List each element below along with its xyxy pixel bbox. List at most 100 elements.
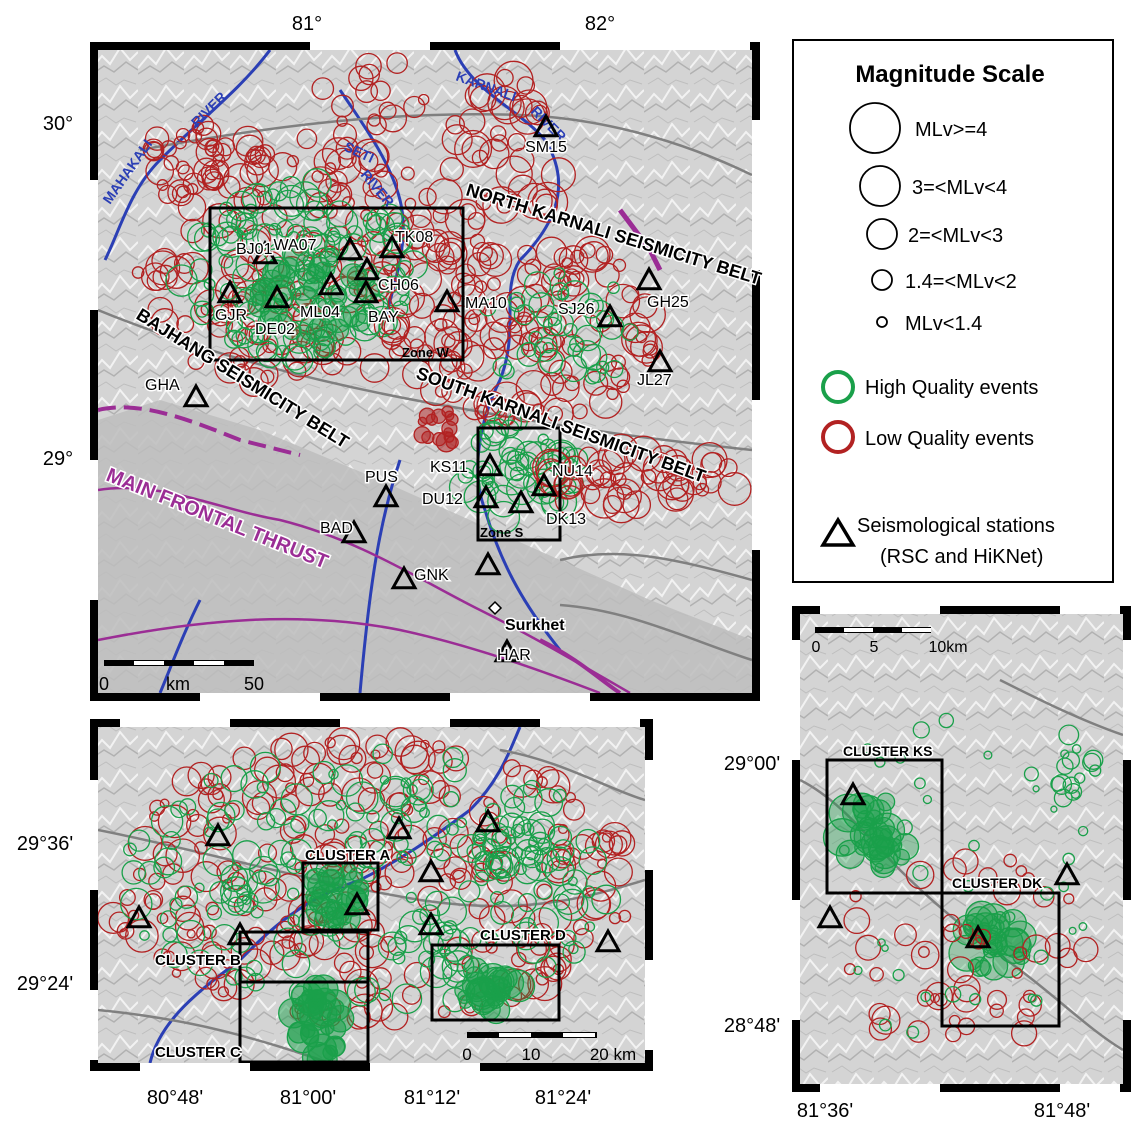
event-circle <box>1071 744 1082 754</box>
event-circle <box>573 235 611 273</box>
station-icon <box>317 270 345 296</box>
event-circle <box>298 314 326 342</box>
event-circle <box>231 331 247 347</box>
station-label: SJ26 <box>558 301 595 318</box>
event-circle <box>205 901 220 916</box>
event-circle <box>620 323 639 341</box>
event-circle <box>273 189 305 221</box>
event-circle <box>843 963 856 976</box>
event-circle <box>408 292 435 319</box>
event-circle <box>186 949 214 977</box>
event-circle <box>442 758 467 783</box>
event-circle <box>535 236 568 269</box>
event-circle <box>419 955 453 989</box>
event-circle <box>176 185 190 199</box>
event-circle <box>580 484 601 505</box>
station-icon <box>226 920 254 946</box>
event-circle <box>511 89 548 125</box>
event-circle <box>206 977 220 991</box>
event-circle <box>351 138 389 176</box>
event-circle <box>427 748 453 774</box>
event-circle <box>458 926 482 950</box>
event-circle <box>399 229 431 261</box>
event-circle <box>233 363 251 381</box>
event-circle <box>640 469 657 485</box>
event-circle <box>273 927 303 957</box>
event-circle <box>424 318 461 355</box>
event-circle <box>1050 805 1058 813</box>
event-circle <box>246 959 263 977</box>
event-circle <box>370 80 391 102</box>
event-circle <box>140 262 170 292</box>
event-circle <box>211 923 238 951</box>
event-circle <box>979 951 1009 981</box>
event-circle <box>295 188 329 221</box>
event-circle <box>843 907 871 935</box>
event-circle <box>217 986 230 998</box>
event-circle <box>495 870 510 885</box>
event-circle <box>510 823 526 839</box>
event-circle <box>433 842 452 862</box>
event-circle <box>695 482 710 497</box>
event-circle <box>338 149 357 169</box>
event-circle <box>169 895 197 923</box>
event-circle <box>295 776 325 807</box>
lat-tick-30: 30° <box>43 113 73 135</box>
event-circle <box>869 966 884 982</box>
event-circle <box>351 312 371 332</box>
event-circle <box>1032 885 1055 908</box>
event-circle <box>584 478 625 519</box>
event-circle <box>145 156 175 186</box>
event-circle <box>360 231 386 256</box>
event-circle <box>551 282 570 301</box>
event-circle <box>180 218 205 244</box>
event-circle <box>560 280 590 310</box>
event-circle <box>528 292 555 319</box>
event-circle <box>450 340 485 374</box>
zone-s-label: Zone S <box>480 525 524 540</box>
event-circle <box>547 823 570 846</box>
event-circle <box>557 265 590 297</box>
event-circle <box>281 239 310 267</box>
event-circle <box>517 931 551 964</box>
event-circle <box>167 179 195 207</box>
event-circle <box>1073 936 1099 963</box>
event-circle <box>1073 772 1086 784</box>
station-icon <box>596 302 624 328</box>
event-circle <box>148 872 166 891</box>
event-circle <box>395 260 414 278</box>
event-circle <box>564 447 589 472</box>
event-circle <box>443 791 460 808</box>
event-circle <box>461 135 490 164</box>
event-circle <box>225 968 243 986</box>
event-circle <box>206 139 220 154</box>
event-circle <box>195 127 219 151</box>
event-circle <box>537 433 550 446</box>
legend-mag-3: 1.4=<MLv<2 <box>905 271 1017 293</box>
event-circle <box>1003 911 1016 923</box>
event-circle <box>345 802 365 822</box>
legend: Magnitude Scale MLv>=4 3=<MLv<4 2=<MLv<3… <box>792 39 1114 583</box>
station-icon <box>476 451 504 477</box>
event-circle <box>205 808 230 833</box>
legend-mag-1: 3=<MLv<4 <box>912 177 1007 199</box>
event-circle <box>139 930 150 941</box>
event-circle <box>370 749 381 760</box>
event-circle <box>441 333 456 348</box>
event-circle <box>324 305 352 334</box>
event-circle <box>207 783 232 808</box>
event-circle <box>426 814 451 839</box>
event-circle <box>542 316 563 337</box>
event-circle <box>584 921 596 933</box>
event-circle <box>398 250 429 280</box>
event-circle <box>159 910 178 928</box>
event-circle <box>482 337 506 360</box>
event-circle <box>978 867 998 887</box>
event-circle <box>390 850 413 873</box>
event-circle <box>520 845 544 869</box>
event-circle <box>381 315 402 335</box>
event-circle <box>490 854 514 878</box>
event-circle <box>375 203 404 231</box>
event-circle <box>1033 949 1049 965</box>
event-circle <box>479 966 513 1000</box>
